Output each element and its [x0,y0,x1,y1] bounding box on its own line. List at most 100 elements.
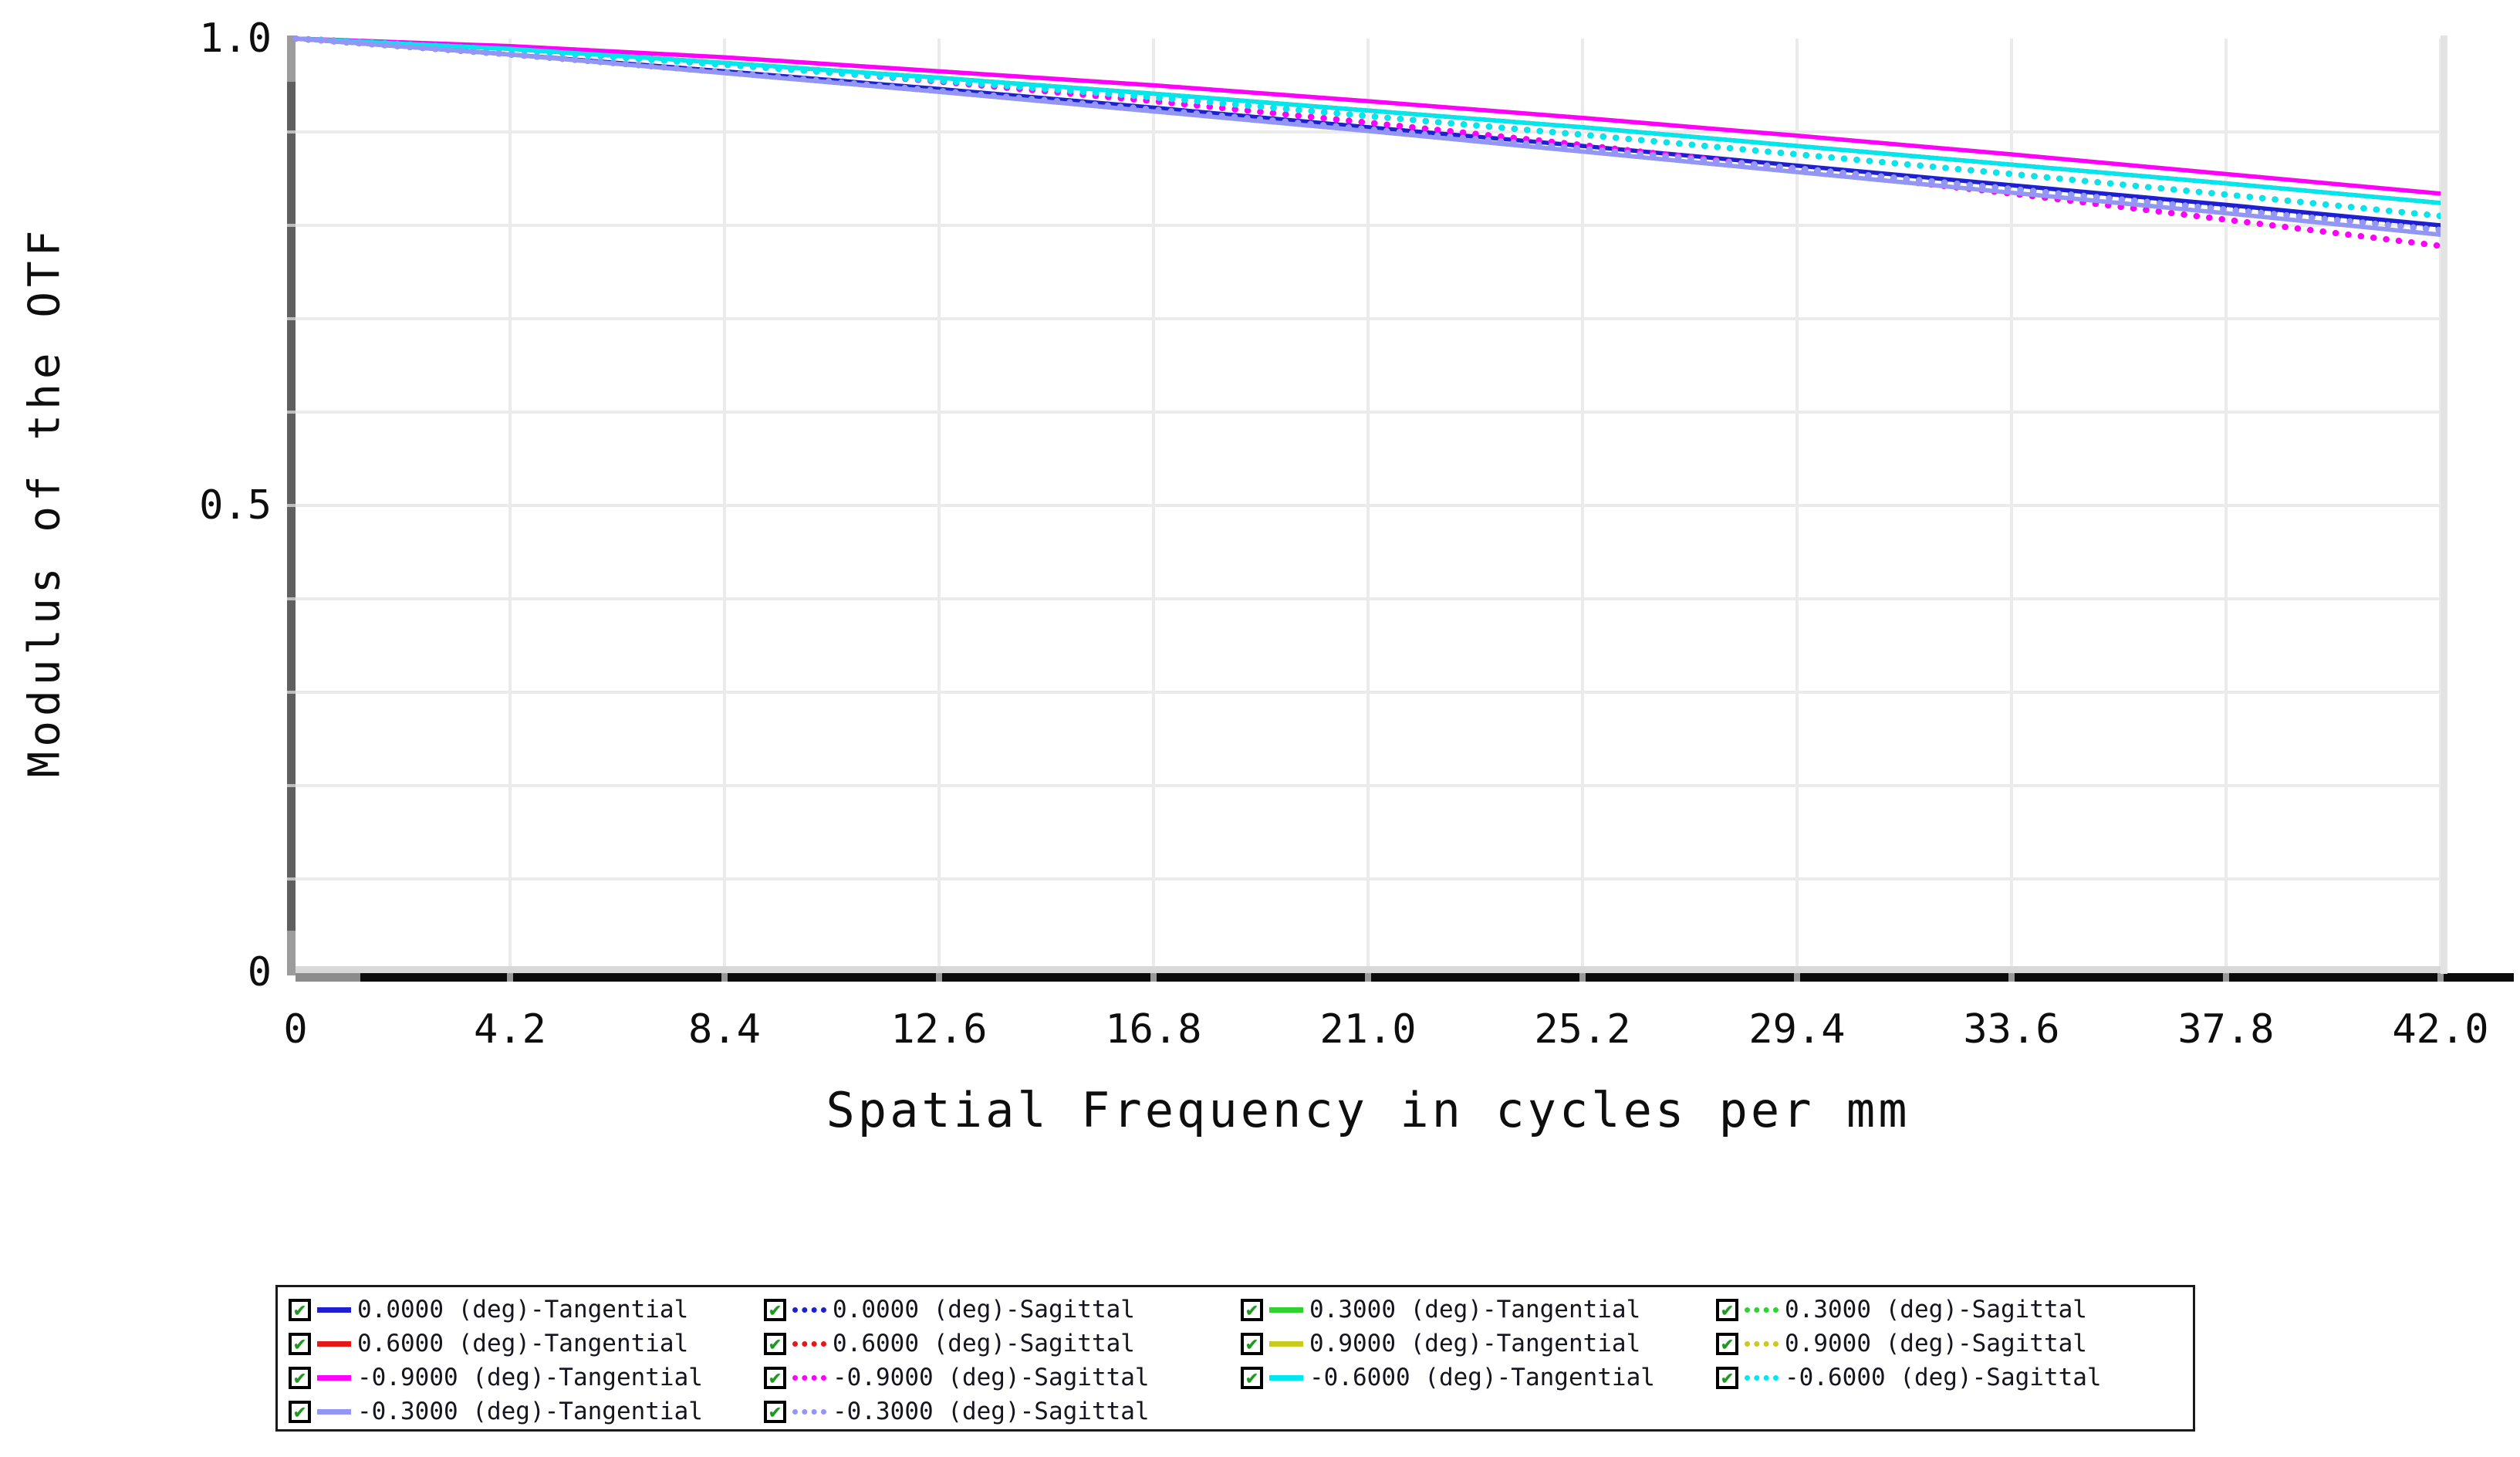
x-axis-tick-notch [2008,973,2015,982]
checked-checkbox-icon[interactable]: ✔ [1716,1298,1738,1321]
legend-entry[interactable]: ✔ 0.3000 (deg)-Tangential [1241,1295,1640,1324]
legend-entry[interactable]: ✔ 0.3000 (deg)-Sagittal [1716,1295,2087,1324]
x-tick-label: 29.4 [1748,1006,1846,1053]
legend-entry-label: 0.9000 (deg)-Tangential [1309,1330,1641,1357]
legend-line-sample-dotted [792,1340,826,1347]
legend-entry[interactable]: ✔ -0.3000 (deg)-Sagittal [764,1397,1150,1426]
x-tick-label: 12.6 [890,1006,988,1053]
checked-checkbox-icon[interactable]: ✔ [1241,1332,1263,1355]
x-tick-label: 0 [283,1006,308,1053]
y-axis-tick-notch [287,504,296,507]
y-axis-tick-notch [287,411,296,414]
legend-entry-label: -0.9000 (deg)-Tangential [357,1364,703,1391]
y-axis-bar-bottom-cap [287,931,296,975]
legend-line-sample-solid [1269,1340,1303,1347]
checked-checkbox-icon[interactable]: ✔ [764,1332,786,1355]
y-axis-title: Modulus of the OTF [19,225,70,778]
x-axis-tick-notch [2437,973,2444,982]
legend-entry-label: 0.9000 (deg)-Sagittal [1785,1330,2087,1357]
legend-line-sample-solid [1269,1307,1303,1313]
y-axis-tick-notch [287,784,296,787]
y-axis-tick-notch [287,877,296,881]
y-axis-bar [287,35,296,975]
legend-entry[interactable]: ✔ 0.9000 (deg)-Tangential [1241,1329,1640,1358]
y-axis-tick-notch [287,224,296,227]
legend-line-sample-dotted [1745,1374,1779,1381]
legend-entry-label: -0.3000 (deg)-Sagittal [833,1398,1150,1425]
mtf-curve -0.3000 (deg)-Sagittal [292,35,2444,233]
y-axis-tick-notch [287,597,296,600]
x-axis-tick-notch [1579,973,1586,982]
legend-entry[interactable]: ✔ 0.9000 (deg)-Sagittal [1716,1329,2087,1358]
checked-checkbox-icon[interactable]: ✔ [764,1366,786,1389]
legend-entry-label: -0.3000 (deg)-Tangential [357,1398,703,1425]
plot-right-border [2441,35,2447,974]
checked-checkbox-icon[interactable]: ✔ [1241,1366,1263,1389]
x-axis-shadow-band [296,966,2441,973]
legend-entry-label: -0.9000 (deg)-Sagittal [833,1364,1150,1391]
x-axis-tick-notch [1794,973,1800,982]
x-tick-label: 21.0 [1319,1006,1417,1053]
legend-entry-label: 0.0000 (deg)-Tangential [357,1296,689,1323]
x-axis-title: Spatial Frequency in cycles per mm [826,1082,1910,1138]
plot-area [292,35,2444,972]
y-axis-bar-top-cap [287,35,296,82]
checked-checkbox-icon[interactable]: ✔ [1716,1366,1738,1389]
legend-entry[interactable]: ✔ -0.9000 (deg)-Sagittal [764,1363,1150,1392]
x-axis-tick-notch [2223,973,2229,982]
checked-checkbox-icon[interactable]: ✔ [764,1298,786,1321]
x-tick-label: 33.6 [1963,1006,2060,1053]
legend-line-sample-solid [317,1307,351,1313]
legend-entry-label: 0.3000 (deg)-Tangential [1309,1296,1641,1323]
legend-box: ✔ 0.0000 (deg)-Tangential ✔ 0.0000 (deg)-Sa… [275,1285,2195,1432]
y-tick-label: 0.5 [199,482,272,529]
x-axis-tick-notch [1365,973,1371,982]
checked-checkbox-icon[interactable]: ✔ [289,1332,311,1355]
legend-entry-label: 0.3000 (deg)-Sagittal [1785,1296,2087,1323]
y-tick-label: 1.0 [199,15,272,62]
y-tick-label: 0 [247,949,272,996]
mtf-curve -0.9000 (deg)-Tangential [295,36,2441,196]
x-tick-label: 8.4 [688,1006,761,1053]
x-tick-label: 16.8 [1105,1006,1202,1053]
legend-line-sample-solid [317,1340,351,1347]
legend-line-sample-dotted [1745,1340,1779,1347]
legend-entry-label: 0.0000 (deg)-Sagittal [833,1296,1135,1323]
legend-entry-label: 0.6000 (deg)-Sagittal [833,1330,1135,1357]
y-axis-tick-notch [287,691,296,694]
legend-entry[interactable]: ✔ -0.9000 (deg)-Tangential [289,1363,703,1392]
checked-checkbox-icon[interactable]: ✔ [289,1366,311,1389]
checked-checkbox-icon[interactable]: ✔ [289,1400,311,1423]
x-tick-label: 25.2 [1534,1006,1631,1053]
y-axis-tick-notch [287,130,296,134]
x-axis-tick-notch [721,973,728,982]
legend-entry[interactable]: ✔ 0.0000 (deg)-Tangential [289,1295,688,1324]
checked-checkbox-icon[interactable]: ✔ [1241,1298,1263,1321]
x-tick-label: 42.0 [2392,1006,2489,1053]
x-axis-tick-notch [936,973,942,982]
checked-checkbox-icon[interactable]: ✔ [1716,1332,1738,1355]
legend-entry[interactable]: ✔ 0.6000 (deg)-Tangential [289,1329,688,1358]
legend-line-sample-solid [1269,1374,1303,1381]
legend-entry[interactable]: ✔ 0.6000 (deg)-Sagittal [764,1329,1135,1358]
y-axis-tick-notch [287,317,296,320]
legend-line-sample-dotted [792,1374,826,1381]
x-axis-bar [360,973,2514,982]
legend-line-sample-solid [317,1408,351,1415]
legend-entry-label: 0.6000 (deg)-Tangential [357,1330,689,1357]
x-tick-label: 37.8 [2177,1006,2275,1053]
legend-entry[interactable]: ✔ 0.0000 (deg)-Sagittal [764,1295,1135,1324]
mtf-curves-canvas [292,35,2444,972]
checked-checkbox-icon[interactable]: ✔ [764,1400,786,1423]
x-tick-label: 4.2 [474,1006,546,1053]
legend-line-sample-dotted [792,1307,826,1313]
legend-entry[interactable]: ✔ -0.6000 (deg)-Sagittal [1716,1363,2102,1392]
mtf-curve -0.6000 (deg)-Sagittal [292,35,2444,219]
x-axis-tick-notch [1150,973,1157,982]
checked-checkbox-icon[interactable]: ✔ [289,1298,311,1321]
legend-entry-label: -0.6000 (deg)-Sagittal [1785,1364,2102,1391]
legend-entry[interactable]: ✔ -0.6000 (deg)-Tangential [1241,1363,1655,1392]
legend-line-sample-solid [317,1374,351,1381]
legend-entry[interactable]: ✔ -0.3000 (deg)-Tangential [289,1397,703,1426]
